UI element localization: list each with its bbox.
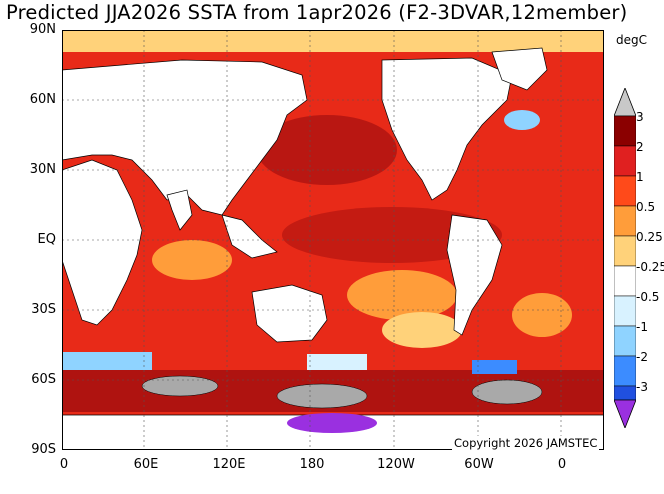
cb-label-2: 2 — [636, 140, 644, 154]
cb-label-neg1: -1 — [636, 320, 648, 334]
colorbar-seg-8 — [614, 325, 636, 357]
sea-ice — [141, 375, 543, 409]
lat-label-eq: EQ — [37, 232, 56, 247]
colorbar-seg-5 — [614, 235, 636, 267]
colorbar — [614, 88, 636, 428]
map-title: Predicted JJA2026 SSTA from 1apr2026 (F2… — [6, 1, 628, 24]
land-se-asia — [221, 214, 278, 259]
cb-label-0.5: 0.5 — [636, 200, 656, 214]
lat-label-90n: 90N — [29, 22, 56, 37]
lon-label-0: 0 — [59, 457, 69, 472]
cb-label-neg0.5: -0.5 — [636, 290, 660, 304]
colorbar-unit: degC — [616, 33, 647, 47]
cold-patch-south-1 — [62, 352, 152, 370]
land-eurasia — [62, 59, 308, 216]
cb-label-neg3: -3 — [636, 380, 648, 394]
land-india — [166, 189, 193, 231]
colorbar-bottom-arrow — [614, 399, 636, 428]
lon-label-120e: 120E — [212, 457, 246, 472]
colorbar-top-arrow — [614, 88, 636, 117]
lon-label-180: 180 — [299, 457, 325, 472]
colorbar-seg-2 — [614, 145, 636, 177]
land-australia — [251, 284, 328, 343]
colorbar-seg-1 — [614, 115, 636, 147]
colorbar-seg-10 — [614, 385, 636, 401]
lon-label-60e: 60E — [133, 457, 159, 472]
lat-label-60n: 60N — [29, 92, 56, 107]
cb-label-neg2: -2 — [636, 350, 648, 364]
cb-label-3: 3 — [636, 110, 644, 124]
land-south-america — [446, 214, 503, 336]
land-masses — [62, 47, 604, 450]
lat-label-60s: 60S — [31, 372, 56, 387]
lon-label-60w: 60W — [464, 457, 494, 472]
cold-patch-south-2 — [307, 354, 367, 370]
sea-ice-3 — [471, 379, 543, 405]
colorbar-seg-7 — [614, 295, 636, 327]
lat-label-30n: 30N — [29, 162, 56, 177]
colorbar-seg-4 — [614, 205, 636, 237]
sea-ice-1 — [141, 375, 219, 397]
south-pacific-patch — [347, 270, 457, 320]
north-atlantic-cold — [504, 110, 540, 130]
lon-label-120w: 120W — [377, 457, 415, 472]
south-pacific-pale — [382, 312, 462, 348]
cb-label-1: 1 — [636, 170, 644, 184]
lat-label-30s: 30S — [31, 302, 56, 317]
colorbar-seg-6 — [614, 265, 636, 297]
cb-label-0.25: 0.25 — [636, 230, 663, 244]
cold-patch-antarctic — [287, 413, 377, 433]
south-atlantic-patch — [512, 293, 572, 337]
sea-ice-2 — [276, 383, 368, 409]
copyright-text: Copyright 2026 JAMSTEC — [452, 436, 600, 450]
north-pacific-warm — [257, 115, 397, 185]
colorbar-seg-9 — [614, 355, 636, 387]
arctic-band — [62, 30, 604, 52]
lat-label-90s: 90S — [31, 442, 56, 457]
cb-label-neg0.25: -0.25 — [636, 260, 664, 274]
ssta-map — [62, 30, 604, 450]
cold-patch-south-3 — [472, 360, 517, 374]
grid — [62, 30, 604, 450]
land-greenland — [491, 47, 548, 91]
colorbar-seg-3 — [614, 175, 636, 207]
map-frame — [62, 30, 604, 450]
lon-label-0-end: 0 — [557, 457, 567, 472]
indian-ocean-patch — [152, 240, 232, 280]
